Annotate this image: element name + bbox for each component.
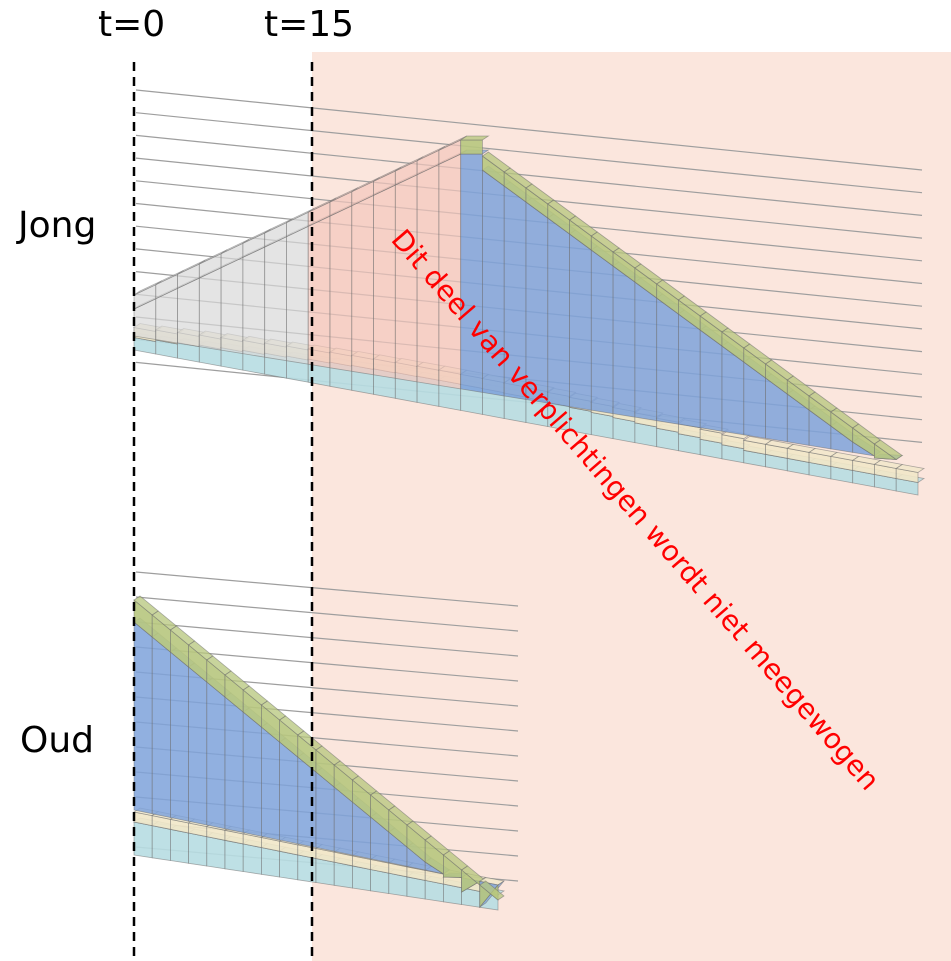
bar-young-accrual: [547, 217, 570, 408]
bar-young-accrual: [177, 277, 200, 348]
bar-old-accrual: [224, 696, 244, 833]
bar-old-base: [315, 858, 335, 886]
bar-old-base: [224, 839, 244, 872]
bar-old-accrual: [297, 756, 317, 848]
bar-young-base: [590, 411, 614, 440]
bar-old-base: [133, 821, 153, 859]
grid-line: [135, 89, 923, 171]
bar-old-base: [151, 825, 171, 861]
bar-old-base: [333, 861, 353, 889]
bar-young-accrual: [285, 225, 309, 365]
bar-young-band-top: [895, 464, 926, 473]
grid-line: [135, 571, 519, 607]
bar-old-accrual: [242, 711, 262, 837]
bar-young-accrual: [634, 281, 658, 422]
label-t15: t=15: [264, 4, 354, 45]
grid-line: [135, 112, 923, 194]
bar-young-cap: [460, 139, 483, 155]
bar-young-accrual: [699, 329, 723, 432]
bar-old-accrual: [260, 726, 281, 841]
grid-line: [135, 134, 923, 216]
bar-old-accrual: [188, 666, 208, 826]
bar-young-accrual: [569, 233, 592, 411]
bar-old-accrual: [151, 636, 171, 818]
label-young: Jong: [16, 205, 96, 246]
bar-young-accrual: [460, 153, 483, 393]
bar-young-cap-top: [873, 439, 903, 460]
bar-young-accrual: [612, 265, 636, 418]
bar-old-base: [370, 869, 390, 894]
bar-old-base: [188, 832, 208, 867]
bar-old-base: [297, 854, 317, 883]
bar-old-base: [351, 865, 372, 892]
bar-young-accrual: [351, 194, 375, 376]
bar-old-accrual: [133, 621, 153, 815]
bar-young-accrual: [329, 205, 353, 372]
grid-line: [135, 621, 519, 657]
bar-young-accrual: [590, 249, 614, 415]
bar-old-accrual: [279, 741, 299, 845]
bar-young-accrual: [373, 184, 396, 379]
bar-young-accrual: [264, 236, 287, 362]
bar-old-cap-top: [479, 880, 505, 901]
grid-line: [135, 596, 519, 632]
bar-young-accrual: [220, 256, 244, 355]
bar-old-base: [206, 836, 226, 870]
label-t0: t=0: [98, 4, 165, 45]
bar-young-accrual: [656, 297, 679, 425]
bar-young-accrual: [198, 267, 222, 351]
bar-old-accrual: [169, 651, 190, 822]
chart-young: [132, 89, 926, 496]
bar-young-accrual: [678, 313, 701, 429]
bar-old-base: [260, 847, 281, 878]
chart-old: [132, 571, 519, 911]
bar-young-accrual: [242, 246, 266, 358]
label-old: Oud: [20, 720, 94, 761]
bar-old-accrual: [206, 681, 226, 830]
bar-old-base: [169, 828, 190, 864]
bar-old-base: [279, 850, 299, 881]
bar-young-cap-top: [459, 135, 490, 141]
bar-old-base: [242, 843, 262, 875]
